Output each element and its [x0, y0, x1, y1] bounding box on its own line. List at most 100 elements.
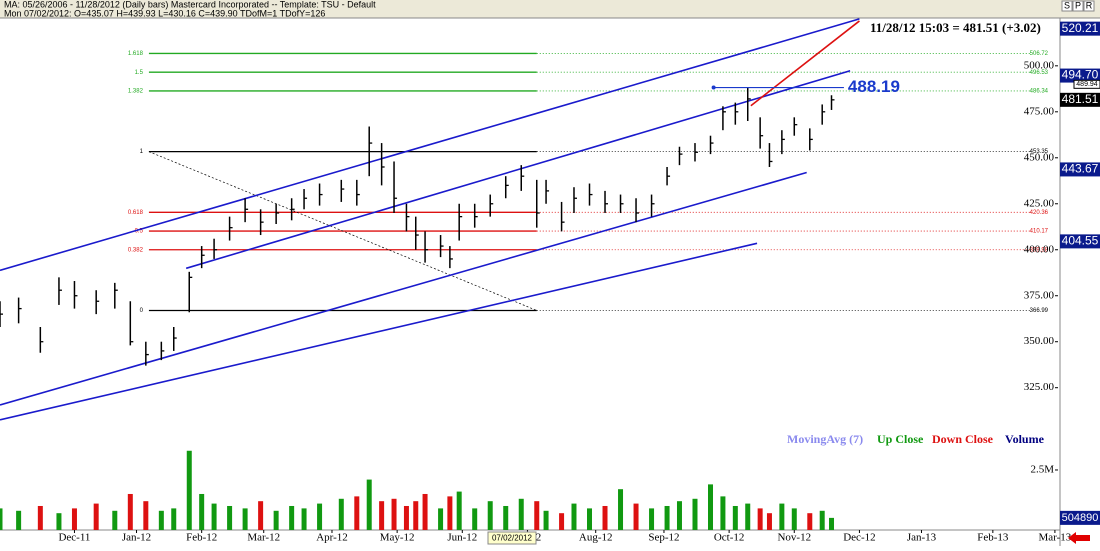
legend-entry: Volume: [1005, 432, 1045, 446]
y-tick-label: 500.00: [1024, 59, 1055, 71]
volume-bar: [16, 510, 22, 530]
info-text: 11/28/12 15:03 = 481.51 (+3.02): [870, 20, 1041, 35]
fib-ratio: 1.5: [135, 70, 144, 76]
x-tick-label: Mar-12: [247, 532, 280, 544]
volume-bar: [37, 505, 43, 530]
trendline: [750, 20, 860, 107]
volume-bar: [71, 508, 77, 530]
x-tick-label: Sep-12: [648, 532, 679, 544]
fib-ratio: 1.618: [128, 51, 144, 57]
volume-bar: [127, 493, 133, 530]
volume-bar: [258, 501, 264, 530]
volume-bar: [487, 501, 493, 530]
volume-bar: [676, 501, 682, 530]
price-tag: 520.21: [1062, 21, 1099, 35]
toolbar-label: R: [1086, 0, 1093, 10]
volume-bar: [379, 501, 385, 530]
price-tag: 443.67: [1062, 162, 1099, 176]
price-tag: 489.94: [1076, 81, 1098, 88]
y-tick-label: 350.00: [1024, 335, 1055, 347]
fib-price: 453.35: [1030, 149, 1049, 155]
trendline: [185, 70, 851, 270]
fib-price: 496.53: [1030, 70, 1049, 76]
volume-bar: [199, 493, 205, 530]
legend-entry: Down Close: [932, 432, 994, 446]
volume-bar: [438, 508, 444, 530]
y-tick-label: 325.00: [1024, 381, 1055, 393]
toolbar-label: S: [1064, 0, 1070, 10]
y-tick-label: 400.00: [1024, 243, 1055, 255]
toolbar-button[interactable]: [1083, 0, 1095, 12]
volume-bar: [559, 513, 565, 530]
legend-entry: Up Close: [877, 432, 924, 446]
fib-ratio: 0: [140, 308, 144, 314]
volume-bar: [664, 505, 670, 530]
x-tick-label: Dec-12: [843, 532, 875, 544]
volume-bar: [391, 498, 397, 530]
volume-bar: [112, 510, 118, 530]
volume-bar: [143, 501, 149, 530]
volume-bar: [518, 498, 524, 530]
x-tick-label: Dec-11: [58, 532, 90, 544]
volume-bar: [447, 496, 453, 530]
volume-bar: [366, 479, 372, 530]
fib-ratio: 1: [140, 149, 144, 155]
annotation-dot: [711, 85, 716, 90]
fib-ratio: 0.382: [128, 247, 144, 253]
volume-bar: [757, 508, 763, 530]
toolbar-button[interactable]: [1072, 0, 1084, 12]
volume-bar: [587, 508, 593, 530]
volume-bar: [807, 513, 813, 530]
volume-bar: [745, 503, 751, 530]
cursor-date-box: [487, 531, 537, 545]
volume-bar: [273, 510, 279, 530]
volume-bar: [403, 505, 409, 530]
y-tick-label: 2.5M: [1030, 464, 1054, 476]
volume-bar: [633, 503, 639, 530]
volume-bar: [649, 508, 655, 530]
volume-bar: [171, 508, 177, 530]
volume-bar: [829, 517, 835, 530]
volume-bar: [0, 508, 3, 530]
y-tick-label: 375.00: [1024, 289, 1055, 301]
volume-bar: [422, 493, 428, 530]
x-tick-label: Aug-12: [579, 532, 613, 544]
volume-bar: [93, 503, 99, 530]
x-tick-label: Mar-13: [1039, 532, 1072, 544]
volume-pane: [0, 450, 835, 530]
x-tick-label: Jun-12: [447, 532, 477, 544]
x-tick-label: Jan-12: [122, 532, 151, 544]
scroll-arrow[interactable]: [1068, 532, 1090, 544]
cursor-date: 07/02/2012: [492, 534, 533, 543]
x-tick-label: Feb-12: [186, 532, 217, 544]
volume-bar: [534, 501, 540, 530]
toolbar-button[interactable]: [1061, 0, 1073, 12]
volume-bar: [56, 513, 62, 530]
volume-bar: [242, 508, 248, 530]
legend-entry: MovingAvg (7): [787, 432, 863, 446]
volume-bar: [543, 510, 549, 530]
volume-bar: [503, 505, 509, 530]
x-tick-label: Apr-12: [316, 532, 348, 544]
volume-bar: [413, 501, 419, 530]
volume-bar: [186, 450, 192, 530]
price-tag-box: [1060, 162, 1100, 177]
volume-tag: 504890: [1062, 512, 1099, 524]
volume-bar: [571, 503, 577, 530]
volume-bar: [602, 505, 608, 530]
y-tick-label: 450.00: [1024, 151, 1055, 163]
price-tag-box: [1060, 21, 1100, 36]
trendline: [0, 18, 860, 272]
price-tag-box: [1060, 92, 1100, 107]
fib-ratio: 0.618: [128, 210, 144, 216]
volume-bar: [338, 498, 344, 530]
fib-price: 420.36: [1030, 210, 1049, 216]
fib-ratio: 0.5: [135, 229, 144, 235]
volume-bar: [456, 491, 462, 530]
price-tag-box: [1073, 79, 1100, 89]
volume-bar: [289, 505, 295, 530]
volume-bar: [158, 510, 164, 530]
volume-bar: [472, 508, 478, 530]
volume-bar: [720, 496, 726, 530]
